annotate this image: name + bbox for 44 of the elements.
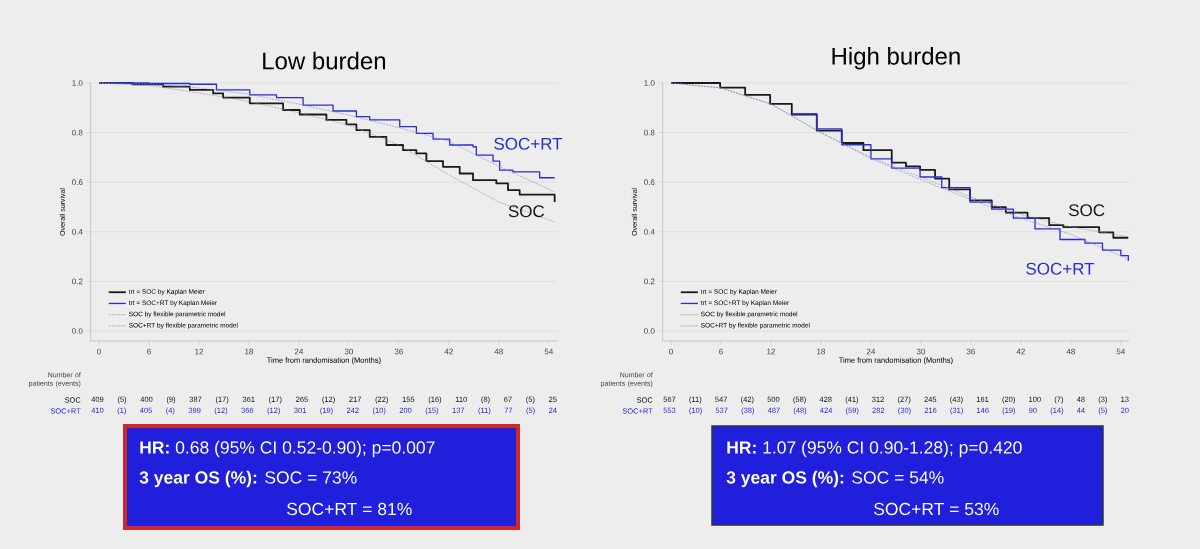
y-tick-label: 1.0 — [72, 80, 83, 86]
x-tick-label: 42 — [1016, 348, 1025, 355]
text: 3 year OS (%): SOC = 54% — [726, 470, 944, 488]
x-tick-label: 18 — [245, 348, 254, 355]
chart-title: High burden — [832, 47, 960, 70]
x-tick-label: 42 — [444, 348, 453, 355]
annotation: SOC+RT — [494, 137, 563, 150]
chart-title: Low burden — [263, 51, 386, 70]
x-tick-label: 48 — [1066, 348, 1075, 355]
y-tick-label: 0.2 — [644, 278, 655, 285]
x-tick-label: 6 — [719, 348, 723, 355]
x-tick-label: 36 — [394, 348, 403, 355]
annotation: SOC — [1069, 204, 1105, 217]
x-tick-label: 24 — [866, 348, 876, 355]
annotation: SOC+RT — [1026, 262, 1095, 275]
annotation: SOC — [508, 205, 545, 218]
y-tick-label: 0.6 — [72, 179, 83, 186]
x-tick-label: 0 — [97, 348, 101, 355]
x-tick-label: 30 — [344, 348, 354, 355]
y-tick-label: 0.0 — [644, 328, 655, 334]
y-tick-label: 1.0 — [644, 80, 655, 86]
text: HR: 0.68 (95% CI 0.52-0.90); p=0.007 — [140, 440, 435, 458]
x-tick-label: 54 — [1116, 348, 1126, 355]
x-tick-label: 12 — [767, 348, 776, 355]
x-tick-label: 54 — [544, 348, 554, 355]
text: SOC+RT = 81% — [287, 502, 412, 516]
x-tick-label: 36 — [966, 348, 975, 355]
y-tick-label: 0.8 — [644, 129, 655, 136]
y-tick-label: 0.8 — [72, 129, 83, 136]
x-tick-label: 30 — [916, 348, 926, 355]
text: SOC+RT = 53% — [874, 502, 999, 516]
x-tick-label: 18 — [817, 348, 826, 355]
y-tick-label: 0.0 — [72, 328, 83, 334]
text: 3 year OS (%): SOC = 73% — [139, 470, 357, 488]
y-tick-label: 0.4 — [72, 228, 83, 235]
text: HR: 1.07 (95% CI 0.90-1.28); p=0.420 — [727, 440, 1022, 458]
x-tick-label: 6 — [147, 348, 151, 355]
x-tick-label: 0 — [669, 348, 673, 355]
x-tick-label: 12 — [195, 348, 204, 355]
y-tick-label: 0.2 — [72, 278, 83, 285]
y-tick-label: 0.6 — [644, 179, 655, 186]
x-tick-label: 24 — [294, 348, 304, 355]
x-tick-label: 48 — [494, 348, 503, 355]
y-tick-label: 0.4 — [644, 228, 655, 235]
